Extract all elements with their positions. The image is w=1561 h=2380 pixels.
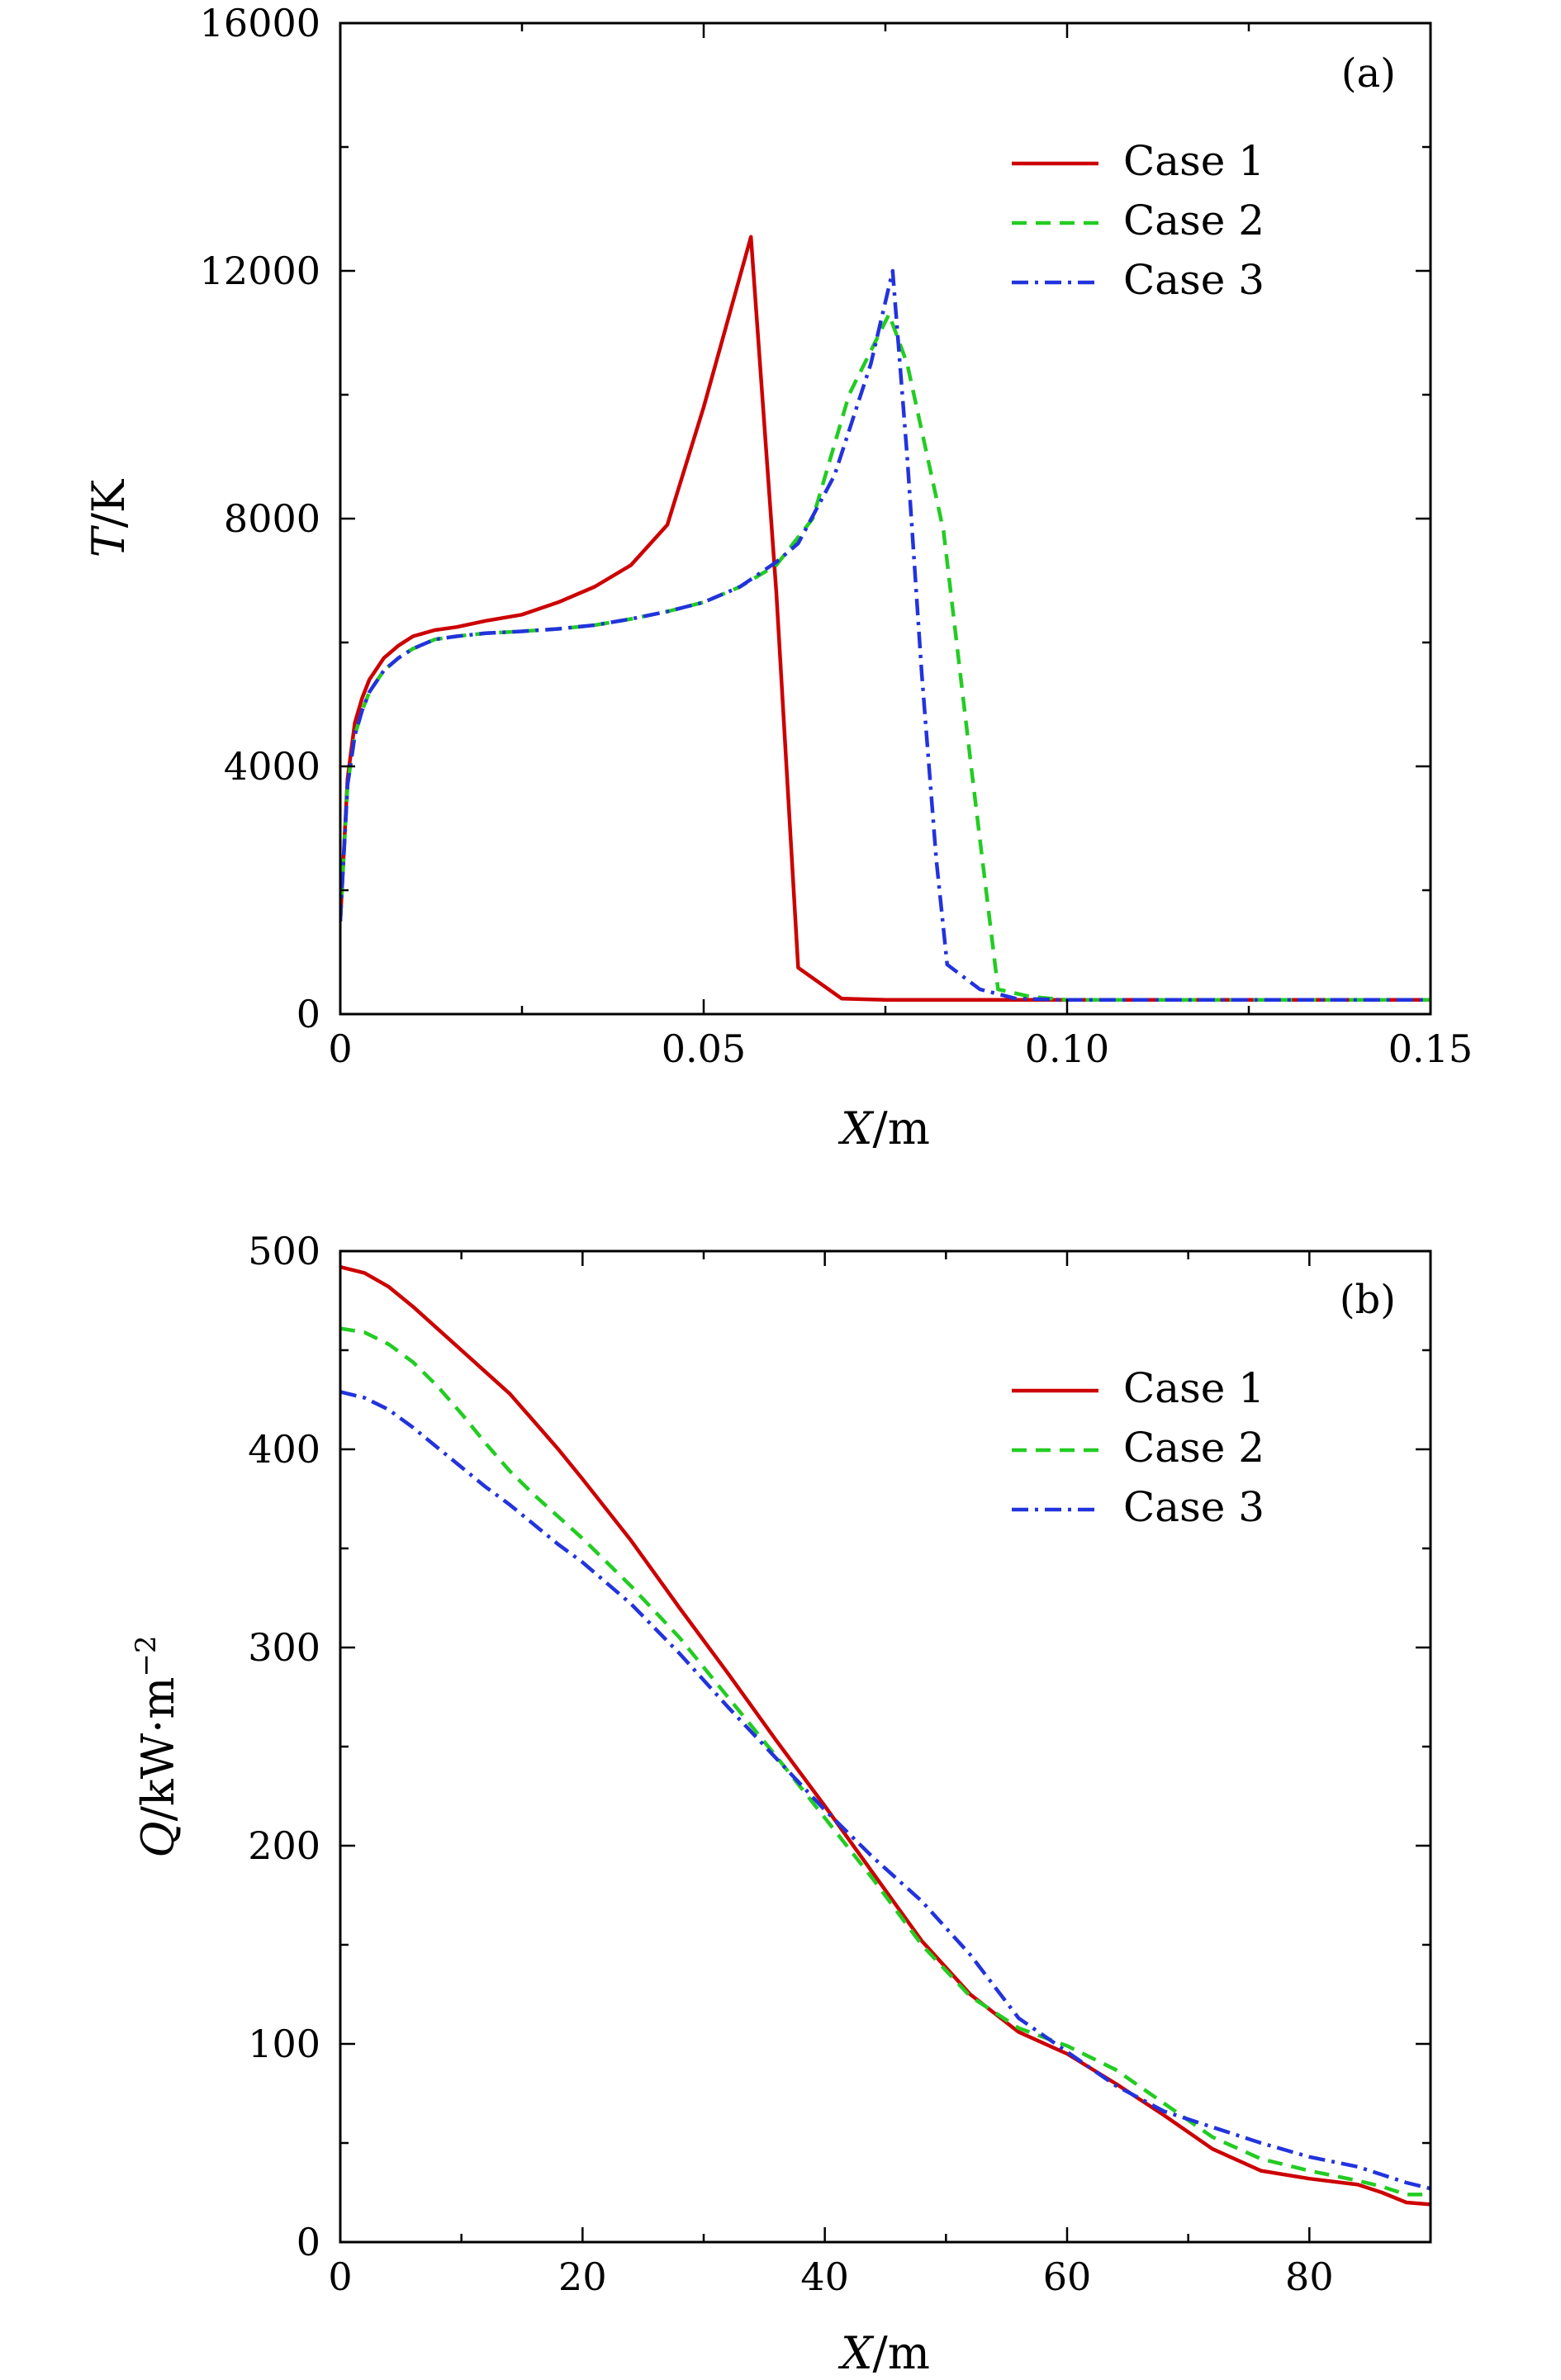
y-tick-label: 8000	[224, 496, 320, 541]
y-tick-label: 16000	[200, 1, 320, 45]
y-tick-label: 400	[248, 1427, 320, 1472]
x-tick-label: 0.15	[1388, 1026, 1473, 1071]
x-tick-label: 20	[558, 2254, 607, 2299]
y-tick-label: 500	[248, 1229, 320, 1273]
x-tick-label: 0	[328, 1026, 352, 1071]
chart-panel-a: 0 0.05 0.10 0.15 0 4000 8000 12000 16000 X/m T/K (a…	[83, 1, 1473, 1154]
y-axis-unit-exponent: −2	[130, 1635, 163, 1676]
x-tick-label: 0.10	[1025, 1026, 1109, 1071]
series-line-3	[340, 1390, 1431, 2191]
y-tick-label: 0	[297, 2220, 320, 2264]
series-line-2	[340, 312, 1431, 1003]
x-axis-unit: /m	[873, 1102, 930, 1154]
panel-tag: (b)	[1340, 1277, 1396, 1323]
y-axis-var: Q	[132, 1821, 184, 1857]
y-axis-unit: /K	[83, 478, 135, 528]
chart-panel-b: 0 20 40 60 80 0 100 200 300 400 500 X/m Q/kW·m−2 (b) C…	[130, 1229, 1432, 2379]
y-axis-label: T/K	[83, 478, 135, 557]
x-axis-label: X/m	[837, 1102, 930, 1154]
x-tick-label: 0	[328, 2254, 352, 2299]
series-line-3	[340, 268, 1431, 1003]
y-tick-label: 4000	[224, 744, 320, 789]
panel-tag: (a)	[1341, 50, 1396, 97]
y-tick-label: 100	[248, 2022, 320, 2066]
x-tick-label: 60	[1043, 2254, 1092, 2299]
plot-frame	[339, 21, 1432, 1016]
y-tick-label: 12000	[200, 249, 320, 293]
y-tick-label: 200	[248, 1823, 320, 1868]
x-axis-label: X/m	[837, 2327, 930, 2379]
legend-label-1: Case 1	[1123, 137, 1264, 185]
legend-label-1: Case 1	[1123, 1364, 1264, 1412]
y-axis-label: Q/kW·m−2	[130, 1635, 184, 1857]
y-axis-unit: /kW·m	[132, 1677, 184, 1822]
legend-label-3: Case 3	[1123, 256, 1264, 304]
legend-label-2: Case 2	[1123, 197, 1264, 244]
series-line-1	[340, 235, 1431, 1003]
x-axis-unit: /m	[873, 2327, 930, 2379]
x-tick-label: 80	[1285, 2254, 1334, 2299]
y-tick-label: 0	[297, 992, 320, 1036]
plot-frame	[339, 1249, 1432, 2244]
y-axis-var: T	[83, 524, 135, 557]
x-tick-label: 40	[800, 2254, 849, 2299]
y-tick-label: 300	[248, 1625, 320, 1670]
legend-label-2: Case 2	[1123, 1424, 1264, 1472]
series-line-1	[340, 1265, 1431, 2207]
series-line-2	[340, 1326, 1431, 2197]
x-axis-var: X	[837, 2327, 875, 2379]
x-tick-label: 0.05	[662, 1026, 746, 1071]
x-axis-var: X	[837, 1102, 875, 1154]
legend-label-3: Case 3	[1123, 1483, 1264, 1531]
